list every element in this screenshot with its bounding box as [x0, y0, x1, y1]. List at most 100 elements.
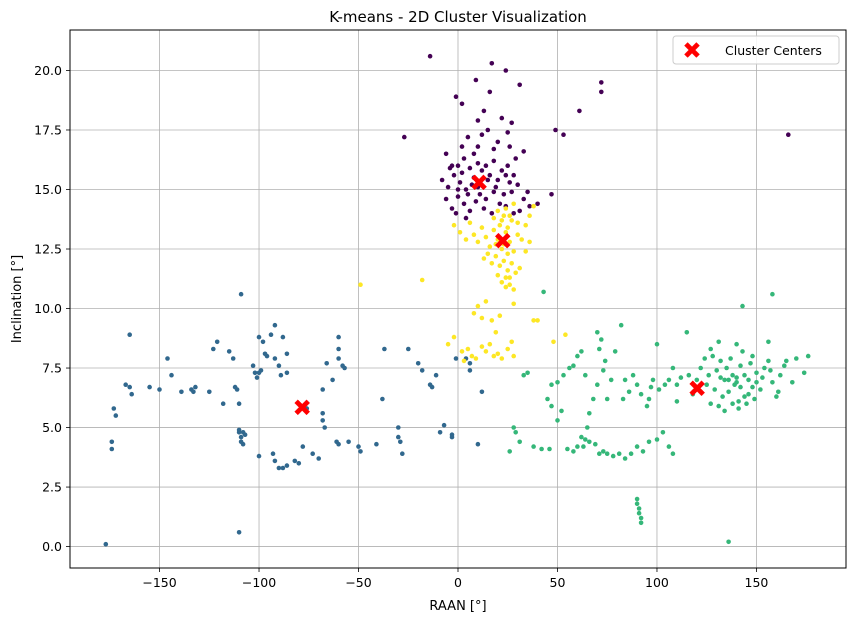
cluster-2-point	[575, 353, 580, 359]
cluster-center-marker	[689, 380, 706, 397]
cluster-1-point	[123, 382, 128, 388]
cluster-1-point	[330, 377, 335, 383]
x-tick-label: 100	[645, 575, 669, 590]
cluster-2-point	[616, 451, 622, 457]
cluster-2-point	[630, 372, 636, 378]
cluster-1-point	[214, 339, 220, 345]
cluster-3-point	[419, 277, 425, 283]
cluster-2-point	[650, 377, 656, 383]
cluster-3-point	[551, 339, 556, 345]
cluster-0-point	[483, 163, 489, 168]
cluster-1-point	[258, 368, 264, 373]
cluster-2-point	[595, 330, 600, 335]
cluster-0-point	[467, 165, 473, 171]
cluster-0-point	[463, 187, 469, 192]
cluster-2-point	[646, 439, 652, 445]
cluster-1-point	[419, 368, 425, 373]
cluster-2-point	[740, 349, 745, 354]
cluster-3-point	[515, 220, 520, 226]
cluster-0-point	[497, 201, 503, 207]
cluster-0-point	[453, 211, 459, 216]
cluster-2-point	[750, 353, 755, 359]
cluster-0-point	[463, 215, 469, 221]
cluster-0-point	[459, 170, 465, 176]
cluster-1-point	[256, 334, 262, 340]
cluster-2-point	[805, 353, 811, 359]
y-tick-label: 20.0	[34, 63, 62, 78]
y-tick-label: 7.5	[42, 361, 62, 376]
cluster-3-point	[519, 237, 524, 242]
cluster-2-point	[744, 401, 749, 407]
cluster-2-point	[728, 356, 733, 361]
cluster-0-point	[471, 151, 477, 157]
cluster-0-point	[447, 165, 453, 171]
cluster-2-point	[776, 389, 781, 395]
cluster-1-point	[479, 389, 485, 395]
cluster-2-point	[670, 365, 676, 371]
cluster-0-point	[465, 192, 471, 197]
cluster-2-point	[684, 330, 690, 335]
cluster-2-point	[778, 372, 783, 378]
cluster-1-point	[220, 401, 226, 407]
cluster-3-point	[358, 282, 363, 288]
cluster-0-point	[507, 144, 512, 149]
cluster-1-point	[238, 434, 244, 440]
cluster-1-point	[165, 356, 170, 361]
cluster-2-point	[742, 372, 747, 378]
cluster-0-point	[786, 132, 791, 137]
cluster-1-point	[292, 458, 298, 464]
cluster-2-point	[736, 399, 741, 404]
y-tick-label: 0.0	[42, 539, 62, 554]
cluster-0-point	[479, 132, 485, 137]
cluster-3-point	[469, 353, 475, 359]
cluster-0-point	[505, 130, 511, 135]
legend-marker-cluster-centers-icon	[684, 42, 700, 58]
cluster-centers	[294, 174, 706, 416]
cluster-2-point	[513, 430, 518, 435]
cluster-1-point	[380, 396, 385, 402]
cluster-0-point	[477, 192, 483, 197]
cluster-1-point	[230, 356, 236, 361]
x-tick-label: −50	[345, 575, 371, 590]
cluster-2-point	[724, 365, 729, 371]
cluster-3-point	[487, 341, 493, 347]
cluster-1-point	[207, 389, 212, 395]
cluster-2-point	[698, 365, 703, 371]
cluster-3-point	[563, 332, 568, 338]
cluster-center-marker	[494, 232, 511, 249]
cluster-0-point	[491, 158, 497, 164]
cluster-2-point	[636, 510, 642, 516]
cluster-1-point	[103, 541, 109, 547]
cluster-2-point	[754, 380, 759, 385]
cluster-0-point	[493, 184, 499, 190]
cluster-1-point	[242, 432, 248, 438]
cluster-1-point	[276, 363, 282, 369]
cluster-1-point	[272, 458, 278, 464]
cluster-2-point	[634, 444, 640, 449]
cluster-2-point	[567, 365, 572, 371]
cluster-2-point	[790, 380, 795, 385]
cluster-2-point	[722, 408, 727, 414]
cluster-3-point	[489, 318, 495, 323]
cluster-3-point	[499, 356, 505, 361]
cluster-0-point	[461, 156, 467, 161]
cluster-2-point	[660, 430, 666, 435]
cluster-2-point	[666, 377, 672, 383]
cluster-2-point	[583, 372, 588, 378]
cluster-1-point	[284, 351, 290, 357]
cluster-3-point	[491, 227, 497, 233]
cluster-3-point	[511, 287, 516, 292]
cluster-2-point	[736, 406, 741, 411]
cluster-3-point	[491, 353, 497, 359]
cluster-0-point	[473, 199, 479, 204]
cluster-0-point	[517, 208, 522, 214]
cluster-1-point	[169, 372, 174, 378]
cluster-2-point	[581, 444, 586, 449]
cluster-3-point	[509, 261, 514, 266]
cluster-2-point	[748, 361, 753, 366]
cluster-0-point	[481, 108, 487, 114]
cluster-3-point	[495, 351, 501, 357]
cluster-1-point	[398, 439, 403, 445]
cluster-2-point	[559, 408, 564, 414]
cluster-3-point	[445, 341, 451, 347]
